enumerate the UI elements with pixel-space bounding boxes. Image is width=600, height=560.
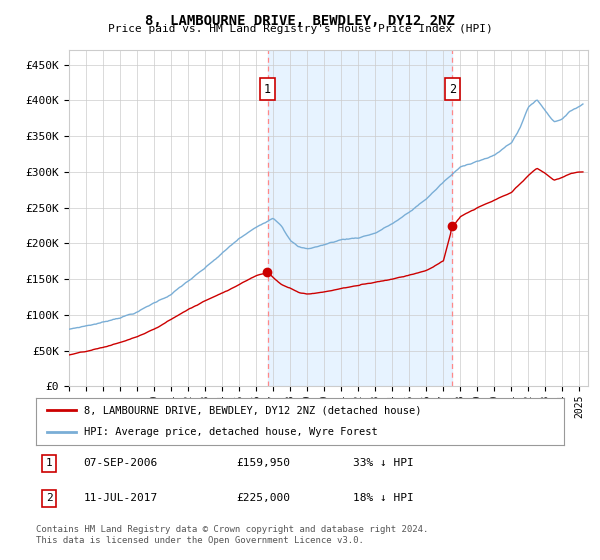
Text: 1: 1 bbox=[46, 459, 53, 468]
Text: 1: 1 bbox=[264, 82, 271, 96]
Text: 2: 2 bbox=[46, 493, 53, 503]
Text: 8, LAMBOURNE DRIVE, BEWDLEY, DY12 2NZ (detached house): 8, LAMBOURNE DRIVE, BEWDLEY, DY12 2NZ (d… bbox=[83, 405, 421, 416]
Text: 18% ↓ HPI: 18% ↓ HPI bbox=[353, 493, 413, 503]
Text: Contains HM Land Registry data © Crown copyright and database right 2024.
This d: Contains HM Land Registry data © Crown c… bbox=[36, 525, 428, 545]
Text: £225,000: £225,000 bbox=[236, 493, 290, 503]
Text: Price paid vs. HM Land Registry's House Price Index (HPI): Price paid vs. HM Land Registry's House … bbox=[107, 24, 493, 34]
Text: 33% ↓ HPI: 33% ↓ HPI bbox=[353, 459, 413, 468]
Text: 07-SEP-2006: 07-SEP-2006 bbox=[83, 459, 158, 468]
Text: £159,950: £159,950 bbox=[236, 459, 290, 468]
Text: 8, LAMBOURNE DRIVE, BEWDLEY, DY12 2NZ: 8, LAMBOURNE DRIVE, BEWDLEY, DY12 2NZ bbox=[145, 14, 455, 28]
Text: HPI: Average price, detached house, Wyre Forest: HPI: Average price, detached house, Wyre… bbox=[83, 427, 377, 437]
Text: 11-JUL-2017: 11-JUL-2017 bbox=[83, 493, 158, 503]
Text: 2: 2 bbox=[449, 82, 456, 96]
